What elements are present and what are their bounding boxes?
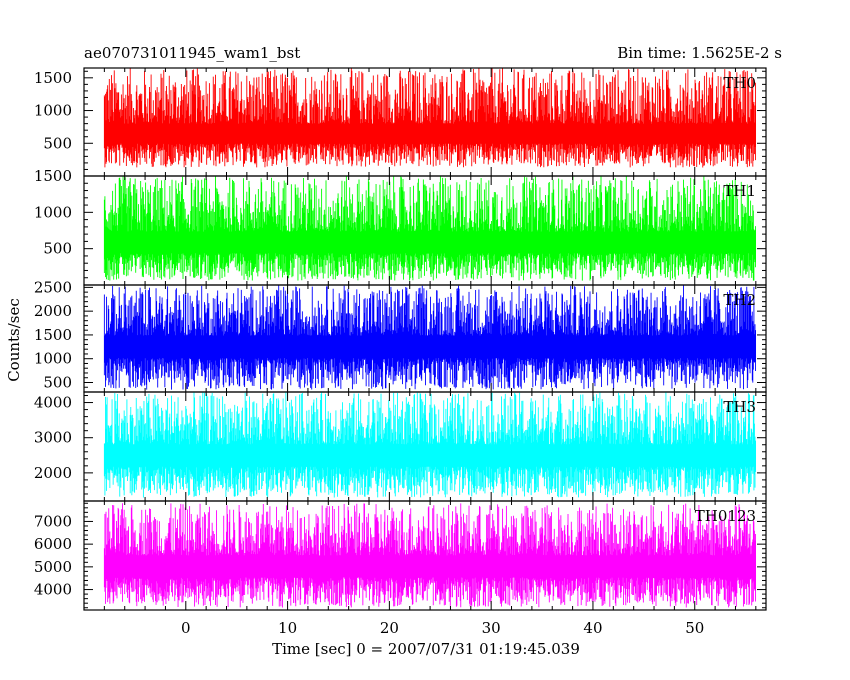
panel-frame	[83, 500, 767, 611]
y-tick-label: 5000	[34, 558, 72, 576]
panel-th3: 2000 3000 4000 TH3	[34, 391, 767, 502]
series-th3	[103, 392, 757, 498]
panel-th0123: 4000 5000 6000 7000 TH0123	[34, 500, 767, 611]
x-tick-label: 40	[583, 619, 602, 637]
y-tick-label: 1500	[34, 69, 72, 87]
panel-th1: 500 1000 1500 TH1	[34, 167, 767, 286]
chart-title: ae070731011945_wam1_bst	[84, 44, 301, 62]
y-tick-label: 2500	[34, 278, 72, 296]
y-tick-label: 4000	[34, 581, 72, 599]
series-th0123	[103, 503, 757, 608]
panel-label-th0123: TH0123	[695, 507, 756, 525]
x-tick-label: 0	[181, 619, 191, 637]
series-th2	[103, 285, 757, 390]
series-th0	[103, 68, 757, 168]
panel-label-th3: TH3	[723, 398, 756, 416]
x-tick-label: 50	[685, 619, 704, 637]
y-tick-label: 2000	[34, 302, 72, 320]
x-tick-label: 30	[482, 619, 501, 637]
y-tick-label: 7000	[34, 512, 72, 530]
panel-label-th2: TH2	[723, 291, 756, 309]
y-tick-label: 6000	[34, 535, 72, 553]
y-tick-label: 1500	[34, 326, 72, 344]
panel-label-th0: TH0	[723, 74, 756, 92]
y-tick-label: 1000	[34, 102, 72, 120]
x-tick-label: 20	[380, 619, 399, 637]
panel-th0: 500 1000 1500 TH0	[34, 67, 767, 177]
x-axis-label: Time [sec] 0 = 2007/07/31 01:19:45.039	[272, 640, 580, 658]
panel-label-th1: TH1	[723, 182, 756, 200]
panel-th2: 500 1000 1500 2000 2500 TH2	[34, 278, 767, 393]
y-tick-label: 1000	[34, 350, 72, 368]
y-tick-label: 1000	[34, 203, 72, 221]
x-tick-label: 10	[278, 619, 297, 637]
y-tick-label: 4000	[34, 394, 72, 412]
y-tick-label: 500	[43, 134, 72, 152]
y-tick-label: 1500	[34, 167, 72, 185]
y-tick-label: 2000	[34, 464, 72, 482]
series-th1	[103, 176, 757, 281]
y-tick-label: 500	[43, 373, 72, 391]
y-tick-label: 3000	[34, 429, 72, 447]
y-tick-label: 500	[43, 240, 72, 258]
bin-time-label: Bin time: 1.5625E-2 s	[617, 44, 782, 62]
